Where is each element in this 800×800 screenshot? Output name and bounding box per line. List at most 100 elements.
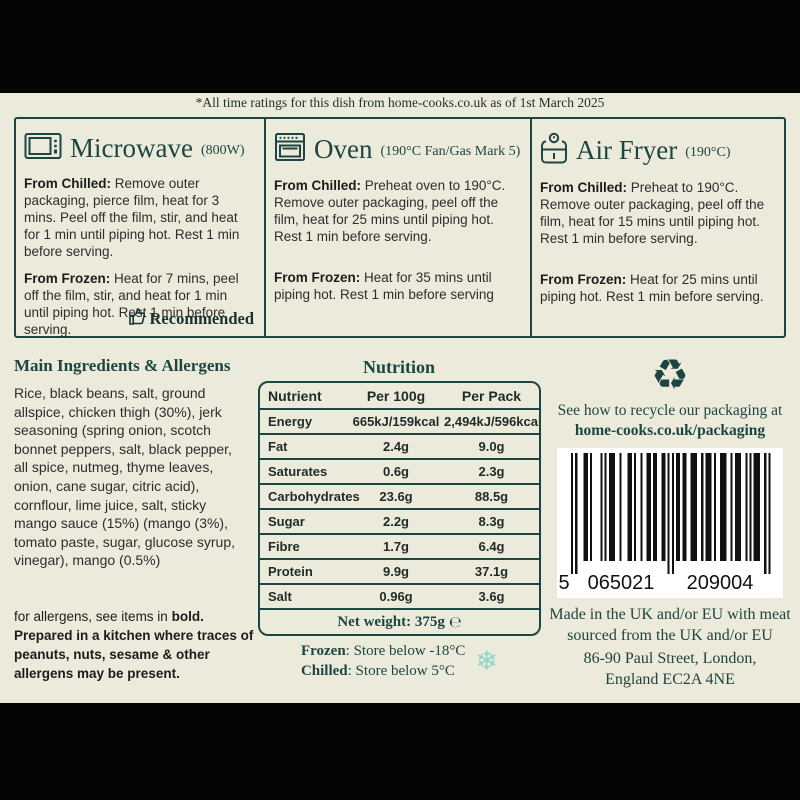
bottom-border-bar — [0, 703, 800, 800]
nutrient-value: 2,494kJ/596kcal — [444, 414, 541, 429]
nutrient-value: 37.1g — [474, 564, 509, 579]
thumbs-up-icon — [127, 306, 147, 331]
cooking-method-air-fryer: Air Fryer (190°C) From Chilled: Preheat … — [530, 119, 784, 336]
kitchen-warning: Prepared in a kitchen where traces of pe… — [14, 628, 254, 681]
recycle-url: home-cooks.co.uk/packaging — [574, 422, 766, 439]
made-in-text: Made in the UK and/or EU with meat sourc… — [549, 606, 791, 644]
instruction-text: Heat for 7 mins, peel off the film, stir… — [24, 271, 239, 337]
nutrient-value: 2.2g — [382, 514, 409, 529]
nutrient-value: 2.4g — [382, 439, 409, 454]
net-weight-row: Net weight: 375g ℮ — [260, 608, 539, 634]
oven-chilled-instructions: From Chilled: Preheat oven to 190°C. Rem… — [274, 177, 520, 245]
nutrient-value: 88.5g — [474, 489, 509, 504]
address-line-1: 86-90 Paul Street, London, — [583, 650, 757, 667]
ingredients-list: Rice, black beans, salt, ground allspice… — [14, 385, 236, 569]
nutrient-name: Energy — [268, 414, 313, 429]
table-row: Energy 665kJ/159kcal 2,494kJ/596kcal — [260, 408, 539, 433]
ingredients-title: Main Ingredients & Allergens — [14, 356, 231, 375]
allergen-note-prefix: for allergens, see items in — [14, 609, 172, 624]
chilled-storage-line: Chilled: Store below 5°C — [301, 661, 465, 681]
allergen-note: for allergens, see items in bold. Prepar… — [14, 607, 254, 683]
storage-lines: Frozen: Store below -18°C Chilled: Store… — [301, 641, 465, 681]
nutrient-value: 6.4g — [478, 539, 505, 554]
instruction-text: Preheat to 190°C. Remove outer packaging… — [540, 180, 765, 246]
recycle-text: See how to recycle our packaging at — [557, 402, 783, 419]
nutrient-value: 3.6g — [478, 589, 505, 604]
air-fryer-heading: Air Fryer (190°C) — [540, 132, 774, 169]
microwave-frozen-instructions: From Frozen: Heat for 7 mins, peel off t… — [24, 270, 254, 338]
from-chilled-label: From Chilled: — [274, 178, 361, 193]
cooking-method-microwave: Microwave (800W) From Chilled: Remove ou… — [16, 119, 264, 338]
origin-info: Made in the UK and/or EU with meat sourc… — [546, 605, 794, 690]
oven-heading: Oven (190°C Fan/Gas Mark 5) — [274, 132, 520, 167]
table-row: Sugar 2.2g 8.3g — [260, 508, 539, 533]
air-fryer-chilled-instructions: From Chilled: Preheat to 190°C. Remove o… — [540, 179, 774, 247]
method-name: Oven — [314, 134, 373, 164]
microwave-chilled-instructions: From Chilled: Remove outer packaging, pi… — [24, 175, 254, 260]
recommended-badge: Recommended — [127, 306, 254, 331]
recommended-label: Recommended — [149, 308, 254, 328]
nutrient-name: Protein — [268, 564, 313, 579]
table-row: Salt 0.96g 3.6g — [260, 583, 539, 608]
nutrient-value: 2.3g — [478, 464, 505, 479]
svg-text:209004: 209004 — [687, 572, 754, 594]
method-detail: (190°C) — [685, 144, 731, 160]
nutrient-name: Carbohydrates — [268, 489, 360, 504]
nutrition-table: Nutrient Per 100g Per Pack Energy 665kJ/1… — [258, 381, 541, 636]
table-row: Saturates 0.6g 2.3g — [260, 458, 539, 483]
svg-text:065021: 065021 — [588, 572, 655, 594]
frozen-text: : Store below -18°C — [345, 643, 466, 659]
method-detail: (800W) — [200, 142, 245, 158]
from-chilled-label: From Chilled: — [540, 180, 627, 195]
instruction-text: Preheat oven to 190°C. Remove outer pack… — [274, 178, 506, 244]
nutrition-header-row: Nutrient Per 100g Per Pack — [260, 383, 539, 408]
svg-text:5: 5 — [559, 572, 570, 594]
column-header: Per Pack — [461, 387, 522, 404]
column-header: Nutrient — [268, 387, 322, 404]
oven-frozen-instructions: From Frozen: Heat for 35 mins until pipi… — [274, 269, 520, 303]
oven-icon — [274, 132, 306, 167]
nutrient-value: 8.3g — [478, 514, 505, 529]
from-frozen-label: From Frozen: — [540, 272, 627, 287]
nutrition-rows: Energy 665kJ/159kcal 2,494kJ/596kcal Fat 2.4… — [260, 408, 539, 608]
chilled-text: : Store below 5°C — [347, 663, 455, 679]
table-row: Fibre 1.7g 6.4g — [260, 533, 539, 558]
instruction-text: Heat for 35 mins until piping hot. Rest … — [274, 270, 494, 302]
from-frozen-label: From Frozen: — [24, 271, 111, 286]
method-detail: (190°C Fan/Gas Mark 5) — [380, 143, 521, 159]
nutrient-value: 9.9g — [382, 564, 409, 579]
nutrition-title: Nutrition — [363, 357, 435, 377]
cooking-method-oven: Oven (190°C Fan/Gas Mark 5) From Chilled… — [264, 119, 530, 336]
method-name: Air Fryer — [576, 135, 678, 165]
snowflake-icon: ❄ — [475, 645, 499, 677]
net-weight-label: Net weight: 375g — [337, 613, 445, 630]
column-header: Per 100g — [366, 387, 426, 404]
nutrient-name: Sugar — [268, 514, 305, 529]
barcode-graphic: 5 065021 209004 — [559, 453, 771, 594]
air-fryer-frozen-instructions: From Frozen: Heat for 25 mins until pipi… — [540, 271, 774, 305]
nutrient-name: Saturates — [268, 464, 328, 479]
air-fryer-icon — [540, 132, 568, 169]
method-name: Microwave — [70, 133, 193, 163]
allergen-note-bold: bold. — [171, 609, 204, 624]
frozen-storage-line: Frozen: Store below -18°C — [301, 641, 465, 661]
cooking-instructions-panel: Microwave (800W) From Chilled: Remove ou… — [14, 117, 786, 338]
microwave-heading: Microwave (800W) — [24, 132, 254, 165]
nutrient-name: Fibre — [268, 539, 300, 554]
table-row: Fat 2.4g 9.0g — [260, 433, 539, 458]
instruction-text: Heat for 25 mins until piping hot. Rest … — [540, 272, 764, 304]
instruction-text: Remove outer packaging, pierce film, hea… — [24, 176, 240, 259]
nutrient-name: Salt — [268, 589, 292, 604]
from-frozen-label: From Frozen: — [274, 270, 361, 285]
storage-instructions: Frozen: Store below -18°C Chilled: Store… — [258, 641, 541, 681]
nutrient-value: 23.6g — [379, 489, 413, 504]
address-line-2: England EC2A 4NE — [605, 670, 735, 688]
barcode: 5 065021 209004 — [557, 448, 783, 598]
ratings-footnote: *All time ratings for this dish from hom… — [195, 95, 605, 110]
nutrient-value: 0.6g — [382, 464, 409, 479]
estimated-sign: ℮ — [448, 613, 462, 631]
frozen-label: Frozen — [300, 643, 346, 659]
chilled-label: Chilled — [300, 663, 348, 679]
nutrient-name: Fat — [268, 439, 288, 454]
